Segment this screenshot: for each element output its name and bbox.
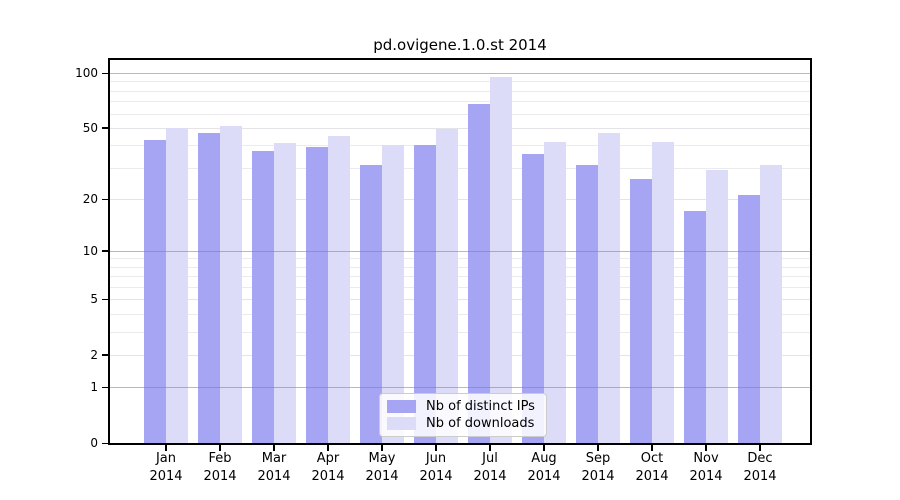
gridline-y-9 <box>110 258 810 260</box>
gridline-y-40 <box>110 145 810 147</box>
gridline-y-80 <box>110 90 810 92</box>
y-tick-0 <box>102 442 108 444</box>
bar-downloads-jul <box>490 77 512 443</box>
y-tick-100 <box>102 72 108 75</box>
x-tick-apr <box>327 445 329 451</box>
legend-item-downloads: Nb of downloads <box>387 416 538 431</box>
bar-ips-nov <box>684 211 706 443</box>
x-tick-label-mar: Mar 2014 <box>257 451 291 484</box>
y-tick-label-10: 10 <box>82 243 98 258</box>
y-tick-label-2: 2 <box>90 347 98 362</box>
y-tick-label-0: 0 <box>90 436 98 450</box>
bar-downloads-sep <box>598 132 620 443</box>
legend-swatch-ips-icon <box>387 400 416 413</box>
gridline-y-7 <box>110 276 810 278</box>
bar-ips-feb <box>198 132 220 443</box>
y-tick-5 <box>102 298 108 301</box>
x-tick-label-apr: Apr 2014 <box>311 451 345 484</box>
x-tick-label-aug: Aug 2014 <box>527 451 561 484</box>
bar-downloads-jan <box>166 127 188 443</box>
bar-ips-mar <box>252 151 274 443</box>
y-tick-2 <box>102 354 108 356</box>
gridline-y-60 <box>110 113 810 115</box>
legend-label-downloads: Nb of downloads <box>426 416 535 431</box>
y-tick-label-100: 100 <box>75 66 98 81</box>
x-tick-jun <box>435 445 437 451</box>
x-tick-jan <box>165 445 167 451</box>
y-tick-label-50: 50 <box>82 120 98 135</box>
bar-ips-apr <box>306 147 328 443</box>
gridline-y-2 <box>110 354 810 356</box>
x-tick-label-nov: Nov 2014 <box>689 451 723 484</box>
bar-downloads-mar <box>274 143 296 443</box>
x-tick-label-sep: Sep 2014 <box>581 451 615 484</box>
bar-downloads-may <box>382 145 404 443</box>
gridline-y-100-major <box>110 73 810 75</box>
x-tick-aug <box>543 445 545 451</box>
gridline-y-4 <box>110 314 810 316</box>
x-tick-label-jun: Jun 2014 <box>419 451 453 484</box>
x-tick-label-dec: Dec 2014 <box>743 451 777 484</box>
bar-ips-dec <box>738 195 760 443</box>
x-tick-dec <box>759 445 761 451</box>
y-tick-label-5: 5 <box>90 292 98 307</box>
bar-ips-oct <box>630 178 652 443</box>
bar-downloads-feb <box>220 126 242 443</box>
y-tick-50 <box>102 127 108 129</box>
gridline-y-10-major <box>110 250 810 252</box>
x-tick-oct <box>651 445 653 451</box>
chart-title: pd.ovigene.1.0.st 2014 <box>373 36 547 54</box>
x-tick-label-oct: Oct 2014 <box>635 451 669 484</box>
legend-swatch-downloads-icon <box>387 417 416 430</box>
bar-ips-aug <box>522 153 544 443</box>
bar-ips-jan <box>144 139 166 443</box>
legend-label-distinct-ips: Nb of distinct IPs <box>426 399 535 414</box>
x-tick-may <box>381 445 383 451</box>
y-tick-label-20: 20 <box>82 192 98 206</box>
bar-downloads-aug <box>544 141 566 443</box>
bar-ips-jul <box>468 103 490 443</box>
x-tick-nov <box>705 445 707 451</box>
y-tick-10 <box>102 250 108 252</box>
x-tick-label-jul: Jul 2014 <box>473 451 507 484</box>
bar-ips-jun <box>414 145 436 443</box>
legend: Nb of distinct IPs Nb of downloads <box>379 393 547 437</box>
gridline-y-30 <box>110 167 810 169</box>
x-tick-label-feb: Feb 2014 <box>203 451 237 484</box>
x-tick-label-jan: Jan 2014 <box>149 451 183 484</box>
y-tick-1 <box>102 386 108 389</box>
gridline-y-70 <box>110 101 810 103</box>
x-tick-feb <box>219 445 221 451</box>
gridline-y-1-major <box>110 387 810 389</box>
gridline-y-90 <box>110 81 810 83</box>
bar-downloads-nov <box>706 170 728 443</box>
y-tick-20 <box>102 198 108 200</box>
bar-ips-sep <box>576 165 598 443</box>
x-tick-jul <box>489 445 491 451</box>
legend-item-distinct-ips: Nb of distinct IPs <box>387 399 538 414</box>
gridline-y-6 <box>110 287 810 289</box>
gridline-y-3 <box>110 331 810 333</box>
bar-downloads-oct <box>652 141 674 443</box>
gridline-y-50 <box>110 127 810 129</box>
bar-downloads-apr <box>328 136 350 443</box>
x-tick-label-may: May 2014 <box>365 451 399 484</box>
bar-ips-may <box>360 165 382 443</box>
x-tick-sep <box>597 445 599 451</box>
x-tick-mar <box>273 445 275 451</box>
y-tick-label-1: 1 <box>90 380 98 395</box>
bar-downloads-dec <box>760 165 782 443</box>
gridline-y-5 <box>110 299 810 301</box>
gridline-y-8 <box>110 266 810 268</box>
gridline-y-20 <box>110 199 810 200</box>
bar-downloads-jun <box>436 129 458 443</box>
